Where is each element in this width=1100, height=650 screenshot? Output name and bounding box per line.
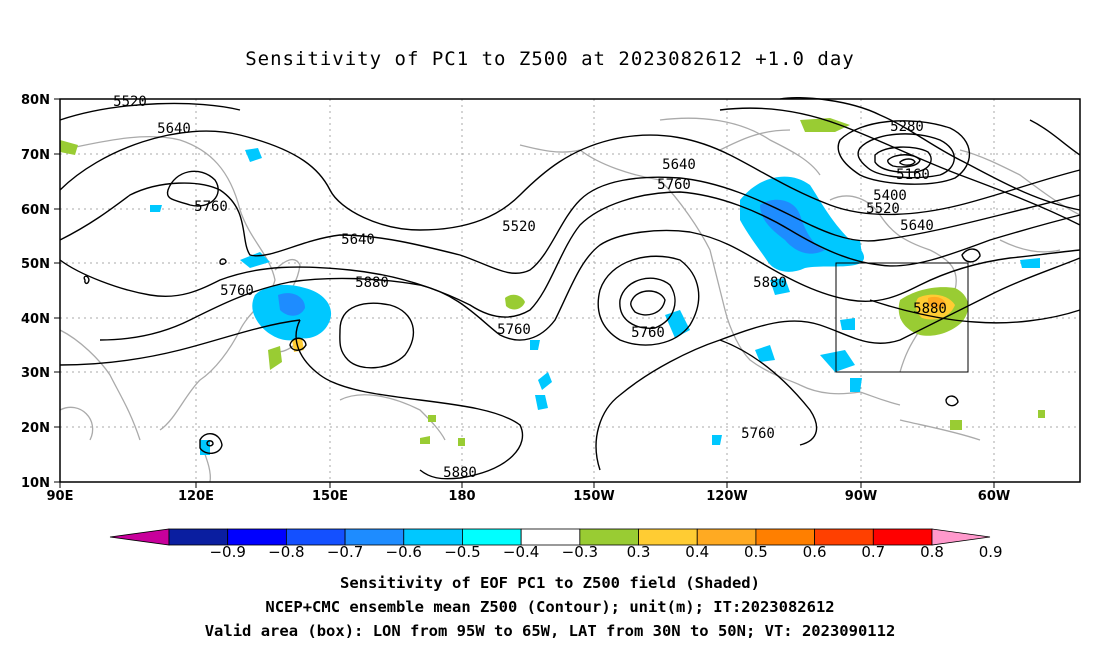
- contour-label: 5880: [443, 465, 477, 481]
- colorbar-label: 0.8: [920, 543, 944, 561]
- lat-label: 80N: [21, 93, 50, 108]
- colorbar-label: −0.6: [386, 543, 422, 561]
- colorbar-label: 0.5: [744, 543, 768, 561]
- colorbar-label: 0.6: [803, 543, 827, 561]
- tick-marks: [54, 98, 995, 488]
- lon-label: 150W: [573, 489, 614, 504]
- contour-label: 5760: [631, 325, 665, 341]
- colorbar: −0.9 −0.8 −0.7 −0.6 −0.5 −0.4 −0.3 0.3 0.4 0.5 0.6…: [109, 528, 1003, 561]
- z500-contours: [59, 97, 1081, 480]
- contour-label: 5640: [157, 121, 191, 137]
- lon-label: 120W: [706, 489, 747, 504]
- contour-label: 5280: [890, 119, 924, 135]
- contour-label: 5760: [657, 177, 691, 193]
- lon-label: 90W: [845, 489, 877, 504]
- lat-label: 30N: [21, 366, 50, 381]
- sensitivity-shading: [60, 118, 1045, 455]
- colorbar-label: −0.8: [268, 543, 304, 561]
- contour-label: 5760: [194, 199, 228, 215]
- colorbar-label: 0.3: [627, 543, 651, 561]
- contour-label: 5760: [741, 426, 775, 442]
- contour-label: 5520: [502, 219, 536, 235]
- lon-label: 60W: [978, 489, 1010, 504]
- valid-area-box: [835, 262, 969, 373]
- caption-line-3: Valid area (box): LON from 95W to 65W, L…: [204, 622, 896, 640]
- lat-label: 60N: [21, 203, 50, 218]
- caption-line-2: NCEP+CMC ensemble mean Z500 (Contour); u…: [265, 598, 835, 616]
- colorbar-label: −0.7: [327, 543, 363, 561]
- lon-label: 120E: [178, 489, 214, 504]
- lon-label: 150E: [312, 489, 348, 504]
- contour-label: 5880: [753, 275, 787, 291]
- contour-label: 5640: [900, 218, 934, 234]
- contour-label: 5520: [866, 201, 900, 217]
- contour-label: 5640: [662, 157, 696, 173]
- longitude-labels: 90E 120E 150E 180 150W 120W 90W 60W: [47, 489, 1011, 504]
- plot-title: Sensitivity of PC1 to Z500 at 2023082612…: [245, 48, 855, 70]
- contour-label: 5400: [873, 188, 907, 204]
- contour-label: 5640: [341, 232, 375, 248]
- colorbar-label: −0.4: [503, 543, 539, 561]
- lat-label: 20N: [21, 421, 50, 436]
- contour-label: 5880: [355, 275, 389, 291]
- colorbar-label: −0.3: [562, 543, 598, 561]
- colorbar-label: 0.4: [685, 543, 709, 561]
- colorbar-left-arrow: [109, 528, 170, 546]
- grid-lines: [60, 99, 1080, 482]
- contour-label: 5760: [497, 322, 531, 338]
- lon-label: 90E: [47, 489, 74, 504]
- contour-label: 5160: [896, 167, 930, 183]
- lat-label: 70N: [21, 148, 50, 163]
- caption-line-1: Sensitivity of EOF PC1 to Z500 field (Sh…: [340, 574, 760, 592]
- colorbar-label: 0.7: [861, 543, 885, 561]
- lon-label: 180: [448, 489, 475, 504]
- colorbar-right-arrow: [931, 528, 991, 546]
- map-frame: [59, 98, 1081, 483]
- lat-label: 40N: [21, 312, 50, 327]
- lat-label: 50N: [21, 257, 50, 272]
- lat-label: 10N: [21, 476, 50, 491]
- colorbar-label: −0.5: [444, 543, 480, 561]
- colorbar-label: 0.9: [979, 543, 1003, 561]
- latitude-labels: 80N 70N 60N 50N 40N 30N 20N 10N: [21, 93, 50, 491]
- colorbar-label: −0.9: [209, 543, 245, 561]
- contour-label: 5760: [220, 283, 254, 299]
- contour-label: 5880: [913, 301, 947, 317]
- contour-label: 5520: [113, 94, 147, 110]
